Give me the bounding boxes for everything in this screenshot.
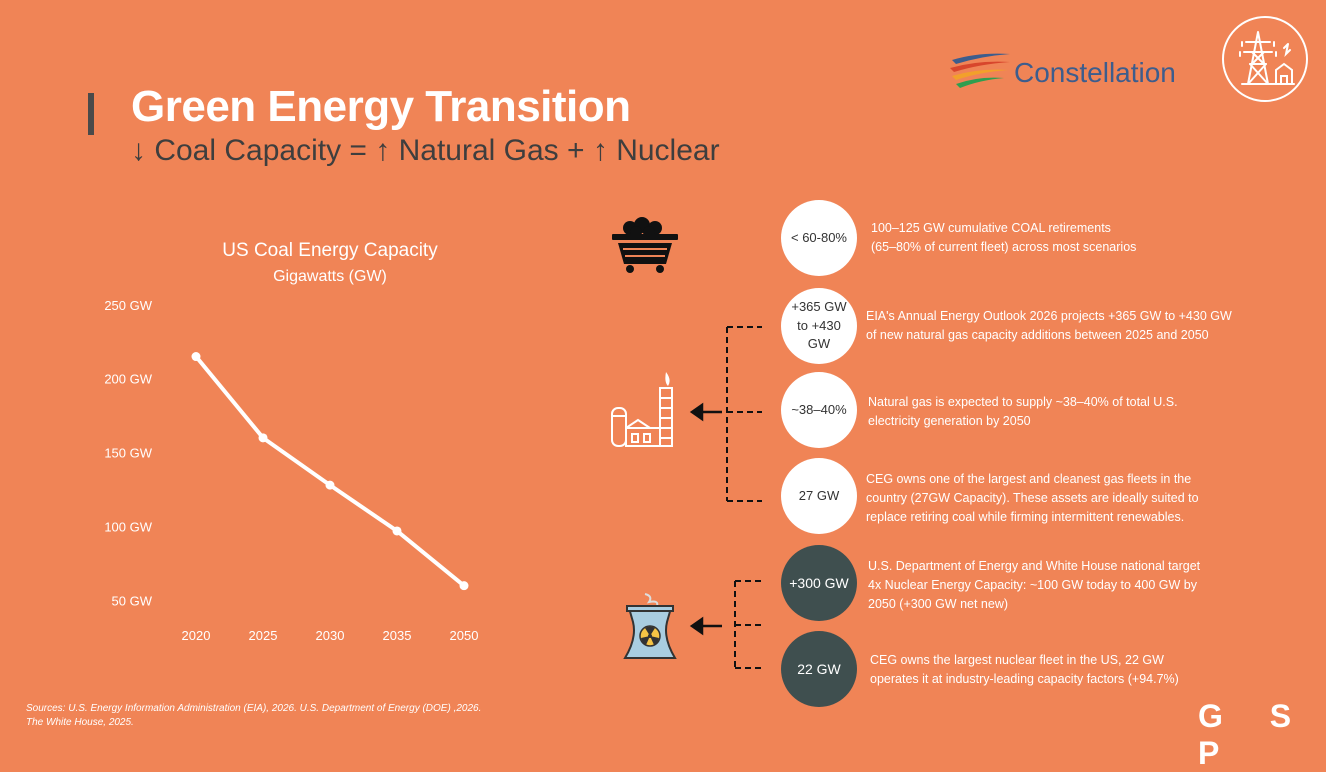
gas-text-line: Natural gas is expected to supply ~38–40… — [868, 395, 1178, 409]
gas-text-line: electricity generation by 2050 — [868, 413, 1031, 428]
sources-note: Sources: U.S. Energy Information Adminis… — [26, 702, 481, 729]
chart-title: US Coal Energy Capacity — [222, 240, 438, 261]
data-point — [459, 581, 469, 591]
nuclear-text-line: operates it at industry-leading capacity… — [870, 671, 1179, 686]
nuclear-text-line: CEG owns the largest nuclear fleet in th… — [870, 653, 1164, 667]
sources-line: Sources: U.S. Energy Information Adminis… — [26, 703, 482, 714]
sources-line: The White House, 2025. — [26, 716, 134, 728]
gas-capacity-description: EIA's Annual Energy Outlook 2026 project… — [866, 307, 1266, 345]
y-tick-label: 100 GW — [104, 520, 152, 535]
brand-name: Constellation — [1014, 57, 1176, 88]
power-tower-icon — [1239, 31, 1295, 85]
data-point — [392, 526, 402, 536]
data-point — [325, 480, 335, 490]
coal-capacity-line-chart: 50 GW 100 GW 150 GW 200 GW 250 GW 2020 2025 203… — [104, 298, 479, 643]
coal-cart-icon — [610, 216, 680, 279]
nuclear-plant-icon — [619, 592, 681, 667]
constellation-logo: Constellation — [948, 44, 1188, 92]
gas-text-line: country (27GW Capacity). These assets ar… — [866, 490, 1199, 505]
page-subtitle: ↓ Coal Capacity = ↑ Natural Gas + ↑ Nucl… — [131, 134, 720, 167]
chart-subtitle: Gigawatts (GW) — [273, 268, 387, 285]
title-accent-bar — [88, 93, 94, 135]
y-tick-label: 200 GW — [104, 372, 152, 387]
gas-plant-icon — [608, 368, 678, 453]
gsp-logo: G S P — [1198, 698, 1311, 771]
x-tick-label: 2035 — [383, 628, 412, 643]
power-grid-badge — [1222, 16, 1308, 102]
gas-text-line: CEG owns one of the largest and cleanest… — [866, 472, 1192, 486]
data-point — [258, 433, 268, 443]
nuclear-text-line: 2050 (+300 GW net new) — [868, 596, 1009, 611]
nuclear-target-circle: +300 GW — [781, 545, 857, 621]
y-tick-label: 150 GW — [104, 446, 152, 461]
nuclear-text-line: 4x Nuclear Energy Capacity: ~100 GW toda… — [868, 577, 1197, 592]
x-tick-label: 2030 — [316, 628, 345, 643]
y-tick-label: 250 GW — [104, 298, 152, 313]
ceg-gas-circle: 27 GW — [781, 458, 857, 534]
nuclear-target-description: U.S. Department of Energy and White Hous… — [868, 557, 1228, 613]
coal-description: 100–125 GW cumulative COAL retirements (… — [871, 219, 1231, 257]
coal-stat-circle: < 60-80% — [781, 200, 857, 276]
constellation-swoosh-icon — [950, 53, 1010, 88]
gas-capacity-circle: +365 GW to +430 GW — [781, 288, 857, 364]
data-point — [191, 352, 201, 362]
ceg-nuclear-description: CEG owns the largest nuclear fleet in th… — [870, 651, 1230, 689]
ceg-nuclear-circle: 22 GW — [781, 631, 857, 707]
series-line — [194, 354, 466, 588]
gas-share-description: Natural gas is expected to supply ~38–40… — [868, 393, 1228, 431]
gas-text-line: of new natural gas capacity additions be… — [866, 327, 1209, 342]
page-title: Green Energy Transition — [131, 82, 631, 131]
x-tick-label: 2020 — [182, 628, 211, 643]
gas-share-circle: ~38–40% — [781, 372, 857, 448]
x-tick-label: 2050 — [450, 628, 479, 643]
ceg-gas-description: CEG owns one of the largest and cleanest… — [866, 470, 1226, 526]
gas-text-line: replace retiring coal while firming inte… — [866, 509, 1185, 524]
gas-text-line: EIA's Annual Energy Outlook 2026 project… — [866, 309, 1232, 323]
x-tick-label: 2025 — [249, 628, 278, 643]
y-tick-label: 50 GW — [112, 593, 153, 608]
coal-text-line: 100–125 GW cumulative COAL retirements — [871, 221, 1111, 235]
coal-text-line: (65–80% of current fleet) across most sc… — [871, 239, 1137, 254]
nuclear-text-line: U.S. Department of Energy and White Hous… — [868, 559, 1201, 573]
